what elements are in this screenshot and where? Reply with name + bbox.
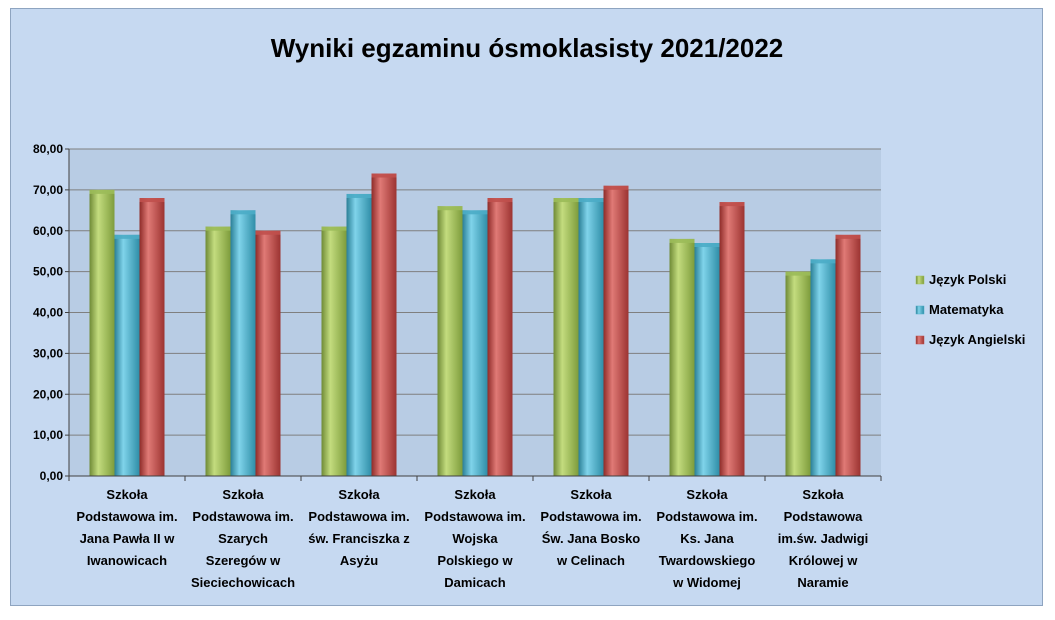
x-axis-category-labels: Szkoła Podstawowa im. Jana Pawła II w Iwano… bbox=[76, 487, 868, 590]
x-category-label: Szkoła Podstawowa im.św. Jadwigi Królowej w… bbox=[778, 487, 869, 590]
y-tick-label: 80,00 bbox=[33, 142, 63, 156]
bar bbox=[603, 185, 629, 476]
bar bbox=[810, 259, 836, 476]
bar bbox=[139, 198, 165, 477]
legend-label: Język Polski bbox=[929, 272, 1006, 287]
bar bbox=[89, 189, 115, 476]
bar bbox=[437, 206, 463, 476]
x-category-label: Szkoła Podstawowa im. św. Franciszka z Asyż… bbox=[308, 487, 410, 568]
bar bbox=[371, 173, 397, 476]
chart-title: Wyniki egzaminu ósmoklasisty 2021/2022 bbox=[271, 33, 784, 63]
y-tick-label: 20,00 bbox=[33, 387, 63, 401]
bar bbox=[669, 238, 695, 476]
chart-frame: Wyniki egzaminu ósmoklasisty 2021/2022 0… bbox=[10, 8, 1043, 606]
legend-swatch bbox=[915, 275, 925, 285]
x-category-label: Szkoła Podstawowa im. Św. Jana Bosko w Celi… bbox=[540, 487, 641, 568]
y-tick-label: 40,00 bbox=[33, 306, 63, 320]
x-category-label: Szkoła Podstawowa im. Szarych Szeregów w Sie… bbox=[191, 487, 295, 590]
bar-chart: Wyniki egzaminu ósmoklasisty 2021/2022 0… bbox=[33, 33, 1025, 590]
x-axis-ticks bbox=[68, 476, 882, 481]
legend: Język Polski Matematyka Język Angielski bbox=[915, 272, 1025, 347]
x-category-label: Szkoła Podstawowa im. Ks. Jana Twardowskieg… bbox=[656, 487, 757, 590]
x-category-label: Szkoła Podstawowa im. Jana Pawła II w Iwano… bbox=[76, 487, 177, 568]
bar bbox=[487, 198, 513, 477]
y-tick-label: 0,00 bbox=[40, 469, 64, 483]
bar bbox=[255, 230, 281, 476]
bar bbox=[346, 193, 372, 476]
bar bbox=[785, 271, 811, 476]
y-tick-label: 10,00 bbox=[33, 428, 63, 442]
y-tick-label: 30,00 bbox=[33, 346, 63, 360]
bar bbox=[205, 226, 231, 476]
bar bbox=[230, 210, 256, 476]
legend-swatch bbox=[915, 305, 925, 315]
y-tick-label: 70,00 bbox=[33, 183, 63, 197]
bar bbox=[835, 234, 861, 476]
bar bbox=[114, 234, 140, 476]
x-category-label: Szkoła Podstawowa im. Wojska Polskiego w Dam… bbox=[424, 487, 525, 590]
bar bbox=[578, 198, 604, 477]
legend-label: Matematyka bbox=[929, 302, 1004, 317]
y-tick-label: 60,00 bbox=[33, 224, 63, 238]
y-axis-tick-labels: 0,00 10,00 20,00 30,00 40,00 50,00 60,00 70,00 8… bbox=[33, 142, 69, 483]
bar bbox=[719, 202, 745, 476]
bar bbox=[321, 226, 347, 476]
y-tick-label: 50,00 bbox=[33, 265, 63, 279]
bar bbox=[462, 210, 488, 476]
bar bbox=[553, 198, 579, 477]
bar bbox=[694, 243, 720, 476]
bars bbox=[89, 173, 861, 477]
legend-label: Język Angielski bbox=[929, 332, 1025, 347]
legend-swatch bbox=[915, 335, 925, 345]
